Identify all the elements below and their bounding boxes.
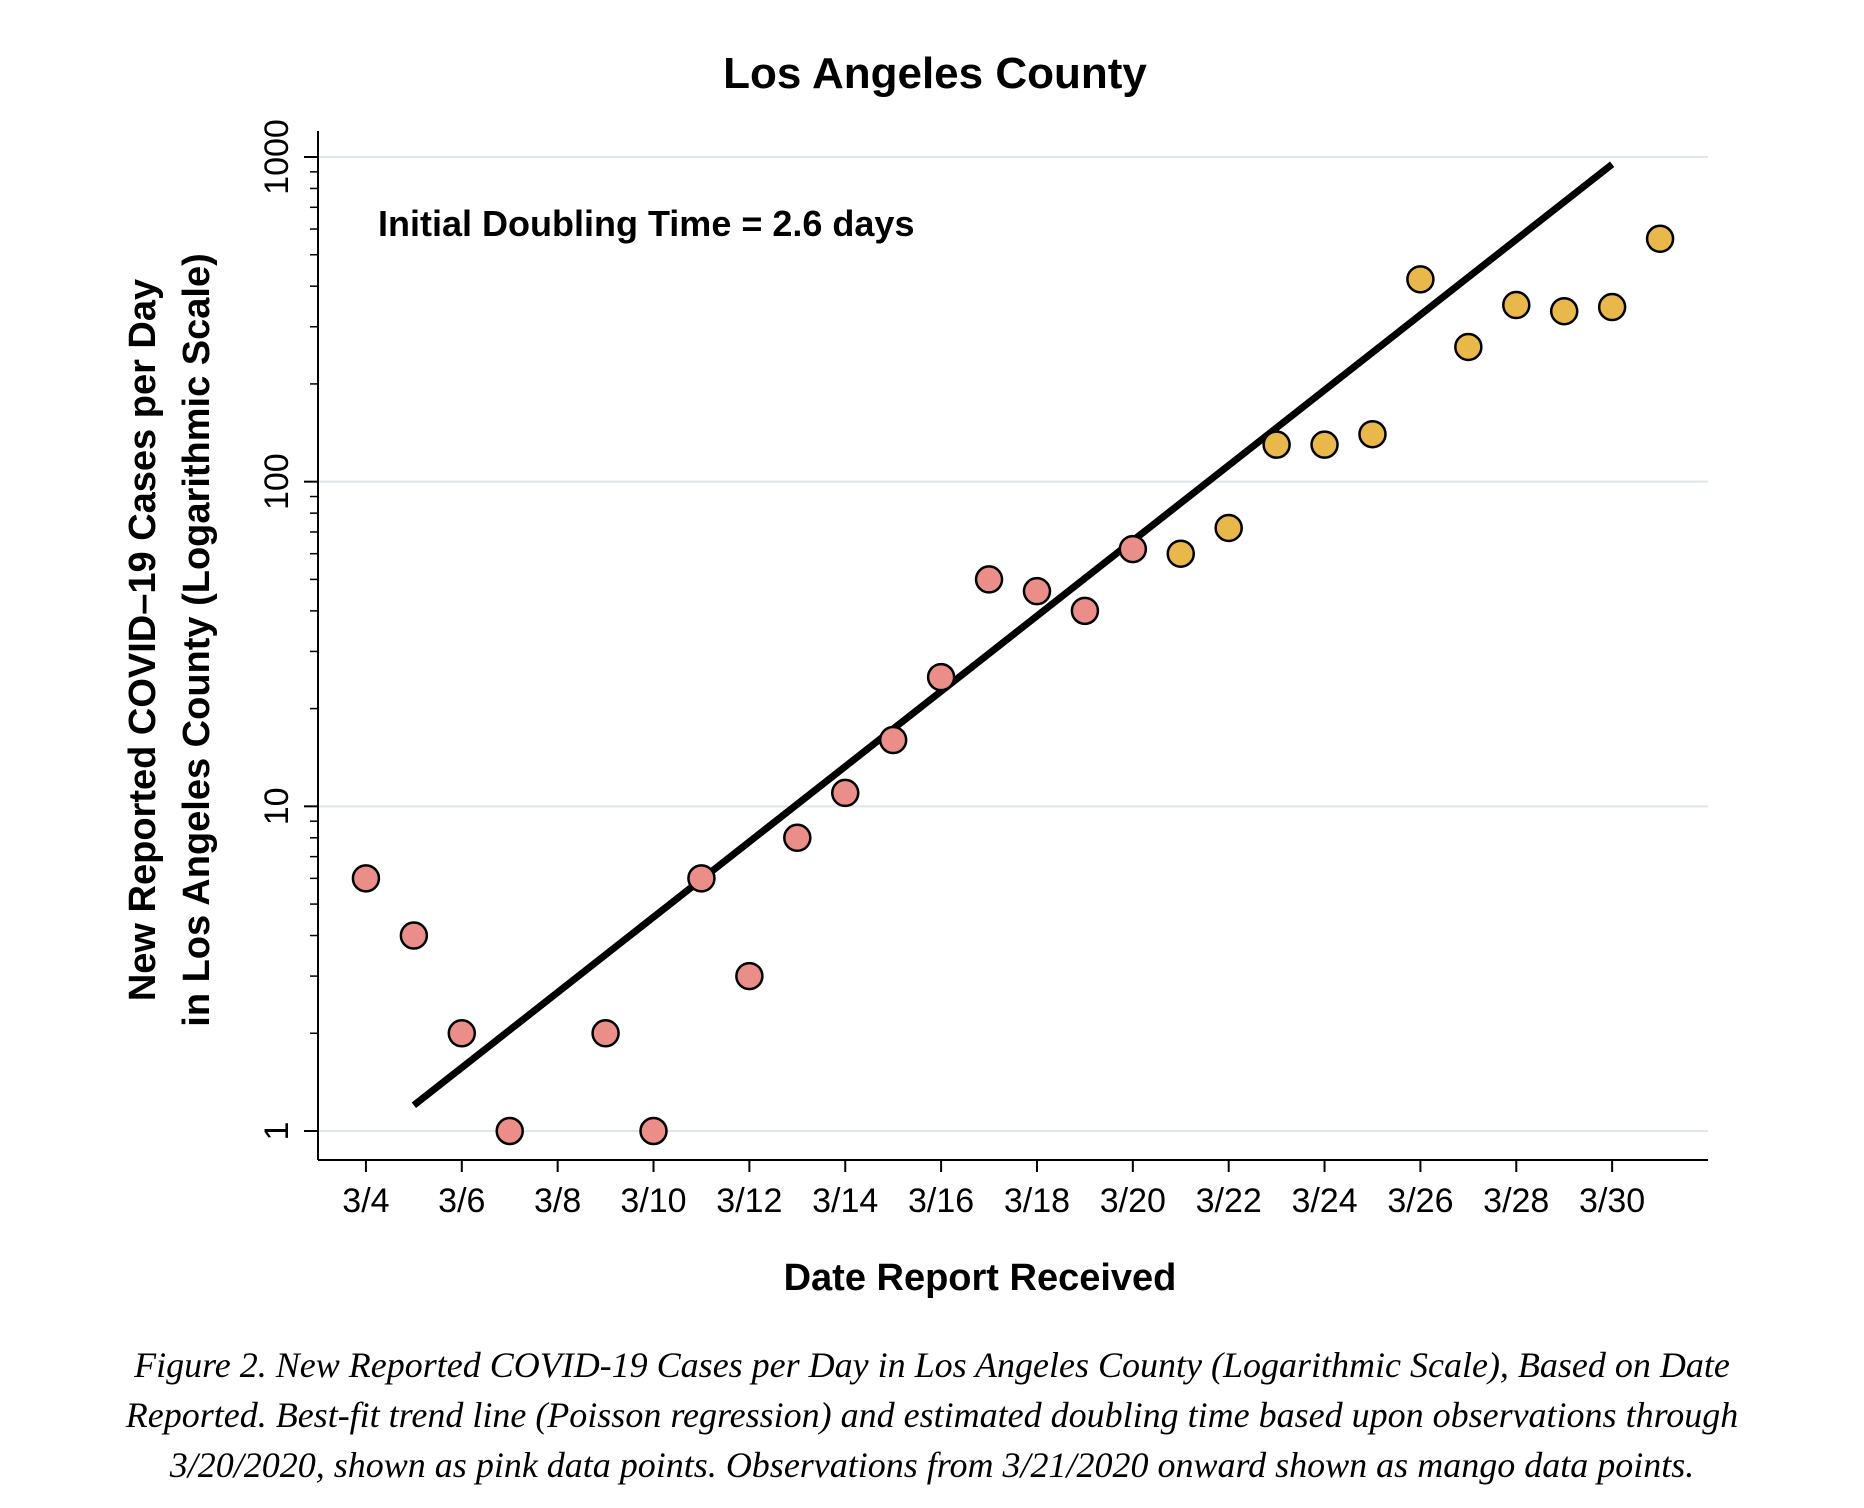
x-tick-label: 3/8 [534,1182,581,1220]
x-tick-label: 3/26 [1387,1182,1453,1220]
data-points [351,224,1675,1146]
data-point-pink [591,1019,620,1048]
data-point-mango [1549,296,1579,326]
trend-line [411,161,1615,1109]
data-point-pink [735,961,764,991]
data-point-pink [351,864,381,893]
x-tick-label: 3/14 [812,1182,878,1220]
caption-line-1: Figure 2. New Reported COVID-19 Cases pe… [134,1345,1730,1385]
data-point-mango [1166,539,1196,568]
data-point-pink [687,864,716,893]
data-point-pink [926,662,956,692]
data-point-pink [399,921,429,950]
data-point-mango [1502,290,1531,320]
trend-line-group [411,161,1615,1109]
doubling-time-annotation: Initial Doubling Time = 2.6 days [378,203,914,244]
data-point-pink [1118,534,1148,564]
data-point-pink [878,725,908,755]
x-tick-label: 3/16 [908,1182,974,1220]
x-axis-ticks: 3/4 3/6 3/8 3/10 3/12 3/14 3/16 3/18 3/20 3/22 3/2… [342,1160,1645,1220]
axes [317,131,1708,1161]
data-point-mango [1358,419,1387,449]
x-tick-label: 3/24 [1291,1182,1357,1220]
x-axis-label: Date Report Received [784,1257,1177,1299]
x-tick-label: 3/4 [342,1182,389,1220]
y-axis-ticks: 1 10 100 1000 [258,119,318,1140]
caption-line-2: Reported. Best-fit trend line (Poisson r… [125,1395,1739,1435]
x-tick-label: 3/30 [1579,1182,1645,1220]
x-tick-label: 3/10 [620,1182,686,1220]
x-tick-label: 3/22 [1196,1182,1262,1220]
data-point-pink [974,565,1004,594]
data-point-mango [1214,513,1243,543]
y-tick-label: 1000 [258,119,296,195]
y-axis-label: New Reported COVID–19 Cases per Day in L… [122,253,218,1026]
x-tick-label: 3/28 [1483,1182,1549,1220]
gridlines [318,156,1708,1132]
x-tick-label: 3/20 [1100,1182,1166,1220]
y-axis-label-line-1: New Reported COVID–19 Cases per Day [122,279,164,1001]
data-point-pink [783,823,812,853]
x-tick-label: 3/18 [1004,1182,1070,1220]
chart-title: Los Angeles County [723,49,1147,98]
data-point-pink [830,778,860,808]
figure-caption: Figure 2. New Reported COVID-19 Cases pe… [0,1340,1864,1490]
data-point-pink [447,1019,477,1048]
x-tick-label: 3/6 [438,1182,485,1220]
caption-line-3: 3/20/2020, shown as pink data points. Ob… [169,1445,1695,1485]
data-point-mango [1262,430,1291,459]
y-axis-label-line-2: in Los Angeles County (Logarithmic Scale… [176,253,218,1026]
y-tick-label: 10 [258,787,296,825]
data-point-mango [1454,332,1483,362]
data-point-mango [1597,292,1627,322]
data-point-pink [495,1116,524,1146]
data-point-pink [1022,576,1052,606]
data-point-mango [1645,224,1675,254]
data-point-pink [639,1116,668,1146]
y-tick-label: 100 [258,453,296,510]
x-tick-label: 3/12 [716,1182,782,1220]
data-point-mango [1406,265,1435,294]
y-tick-label: 1 [258,1122,296,1141]
data-point-mango [1310,430,1339,459]
data-point-pink [1070,596,1100,626]
